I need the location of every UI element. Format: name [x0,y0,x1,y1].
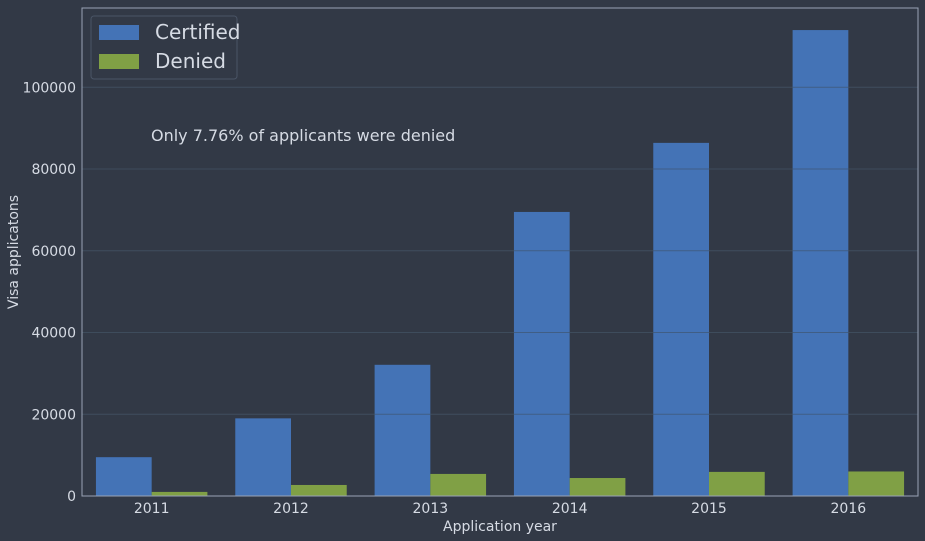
y-tick-label: 100000 [23,80,76,96]
y-tick-label: 40000 [31,326,76,342]
y-tick-label: 60000 [31,244,76,260]
legend-swatch-denied [99,54,139,69]
annotation: Only 7.76% of applicants were denied [151,126,455,145]
x-tick-label: 2016 [831,501,867,517]
bar-denied-2015 [709,471,765,496]
legend-label-certified: Certified [155,20,241,44]
legend-label-denied: Denied [155,49,226,73]
y-tick-label: 20000 [31,407,76,423]
bar-certified-2011 [95,457,152,496]
x-tick-label: 2013 [413,501,449,517]
bar-certified-2014 [513,211,570,496]
bar-denied-2016 [848,471,905,496]
bars [95,30,905,497]
y-axis-ticks: 0 20000 40000 60000 80000 100000 [23,80,76,505]
x-tick-label: 2011 [134,501,170,517]
x-axis-label: Application year [443,519,557,535]
y-tick-label: 0 [67,489,76,505]
legend-swatch-certified [99,25,139,40]
bar-denied-2011 [151,491,208,496]
legend: Certified Denied [90,15,241,80]
bar-denied-2013 [430,473,487,496]
bar-certified-2015 [653,142,709,496]
x-axis-ticks: 2011 2012 2013 2014 2015 2016 [134,501,866,517]
bar-certified-2012 [235,418,291,496]
x-tick-label: 2014 [552,501,588,517]
bar-certified-2013 [374,364,431,496]
bar-denied-2014 [569,478,626,496]
x-tick-label: 2012 [273,501,309,517]
y-axis-label: Visa applicatons [6,195,22,309]
bar-certified-2016 [792,30,849,497]
y-tick-label: 80000 [31,162,76,178]
gridlines-overlay [82,86,918,415]
plot-frame [81,7,919,497]
bar-denied-2012 [291,484,347,496]
x-tick-label: 2015 [691,501,727,517]
